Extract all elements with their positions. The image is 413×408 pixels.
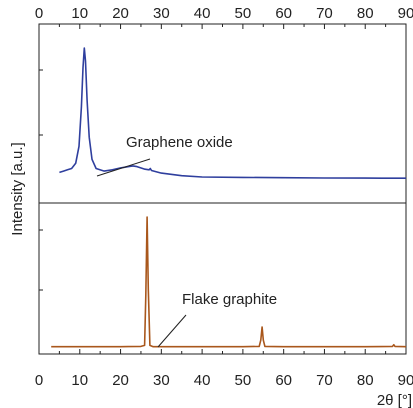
x-tick-label: 30 [153,372,170,389]
top-x-tick-label: 20 [112,5,129,22]
top-x-tick-label: 50 [235,5,252,22]
flake-graphite-series [51,217,406,347]
top-x-tick-label: 0 [35,5,43,22]
x-tick-label: 10 [71,372,88,389]
graphene-oxide-series [59,48,406,178]
top-x-tick-label: 10 [71,5,88,22]
x-tick-label: 60 [275,372,292,389]
flake-graphite-label: Flake graphite [182,291,277,308]
top-x-tick-label: 60 [275,5,292,22]
x-tick-label: 90 [398,372,413,389]
x-tick-label: 0 [35,372,43,389]
x-tick-label: 50 [235,372,252,389]
top-x-tick-label: 30 [153,5,170,22]
top-x-tick-label: 80 [357,5,374,22]
graphene-oxide-label: Graphene oxide [126,134,233,151]
top-axis-tick-labels: 0 10 20 30 40 50 60 70 80 90 [35,5,413,22]
x-tick-label: 40 [194,372,211,389]
x-tick-label: 70 [316,372,333,389]
top-x-tick-label: 40 [194,5,211,22]
flake-graphite-leader-line [158,315,186,347]
bottom-axis-tick-labels: 0 10 20 30 40 50 60 70 80 90 [35,372,413,389]
top-x-tick-label: 70 [316,5,333,22]
top-x-tick-label: 90 [398,5,413,22]
x-axis-title: 2θ [°] [377,392,412,408]
x-tick-label: 80 [357,372,374,389]
x-tick-label: 20 [112,372,129,389]
y-axis-title: Intensity [a.u.] [9,142,26,235]
